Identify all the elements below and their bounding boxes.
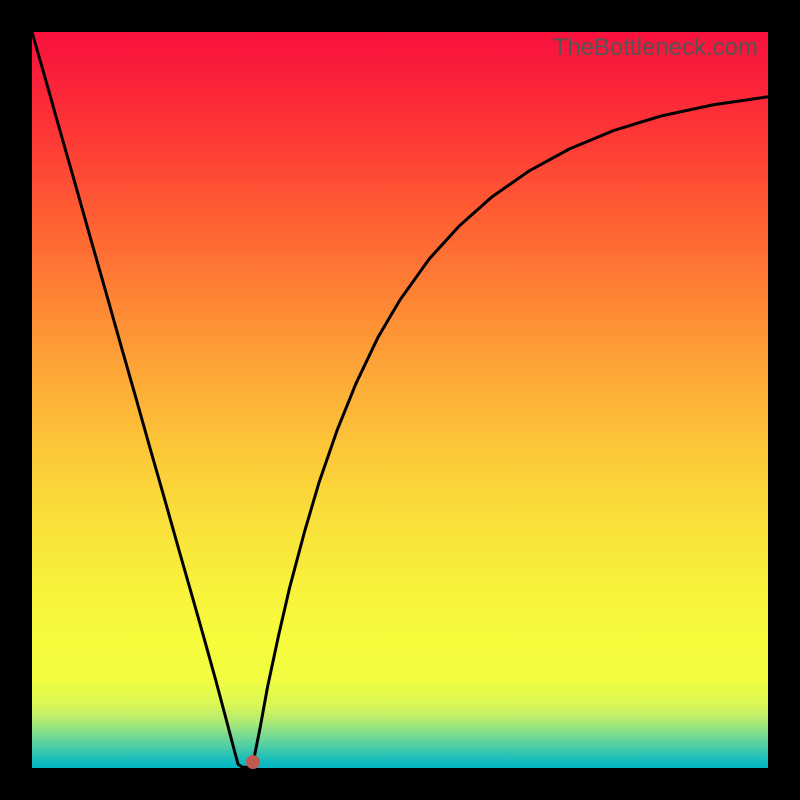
watermark-text: TheBottleneck.com [553, 34, 758, 62]
bottleneck-curve [32, 32, 768, 768]
plot-area: TheBottleneck.com [32, 32, 768, 768]
curve-line [32, 32, 768, 767]
minimum-marker-dot [246, 755, 260, 769]
